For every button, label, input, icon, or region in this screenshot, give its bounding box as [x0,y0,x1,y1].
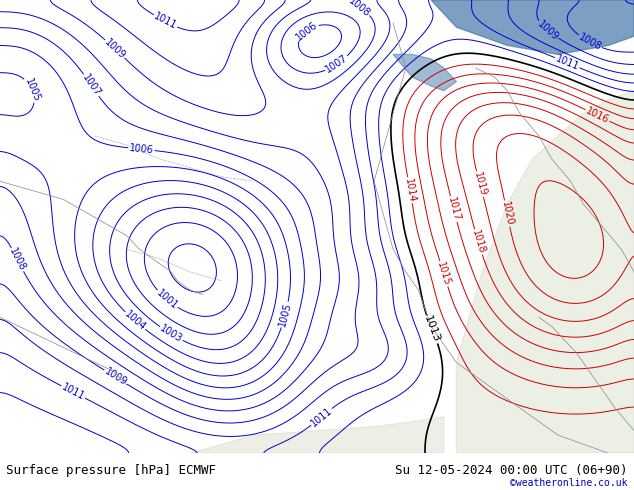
Text: 1008: 1008 [577,32,603,52]
Text: 1018: 1018 [470,229,487,255]
Polygon shape [190,417,444,453]
Text: 1017: 1017 [446,196,462,222]
Text: 1011: 1011 [309,405,334,428]
Text: 1007: 1007 [324,53,350,75]
Text: 1009: 1009 [103,37,127,61]
Text: 1011: 1011 [554,53,581,72]
Polygon shape [456,91,634,453]
Text: 1009: 1009 [535,19,560,43]
Polygon shape [393,54,456,91]
Text: 1014: 1014 [403,177,417,203]
Text: 1001: 1001 [154,288,179,311]
Text: 1011: 1011 [152,11,178,31]
Text: 1003: 1003 [158,323,184,344]
Text: 1009: 1009 [103,367,129,388]
Text: 1020: 1020 [500,200,514,226]
Text: 1006: 1006 [129,143,154,155]
Text: 1015: 1015 [436,261,452,287]
Text: 1016: 1016 [585,106,611,125]
Text: 1013: 1013 [422,315,442,344]
Text: ©weatheronline.co.uk: ©weatheronline.co.uk [510,478,628,488]
Text: 1007: 1007 [80,72,102,98]
Text: Su 12-05-2024 00:00 UTC (06+90): Su 12-05-2024 00:00 UTC (06+90) [395,465,628,477]
Text: 1008: 1008 [8,246,27,273]
Text: 1004: 1004 [122,309,148,333]
Text: 1005: 1005 [23,76,41,103]
Text: 1006: 1006 [294,19,320,42]
Text: 1008: 1008 [346,0,372,19]
Text: 1019: 1019 [472,171,488,197]
Text: Surface pressure [hPa] ECMWF: Surface pressure [hPa] ECMWF [6,465,216,477]
Text: 1005: 1005 [277,301,293,328]
Polygon shape [431,0,634,54]
Text: 1011: 1011 [60,382,86,402]
